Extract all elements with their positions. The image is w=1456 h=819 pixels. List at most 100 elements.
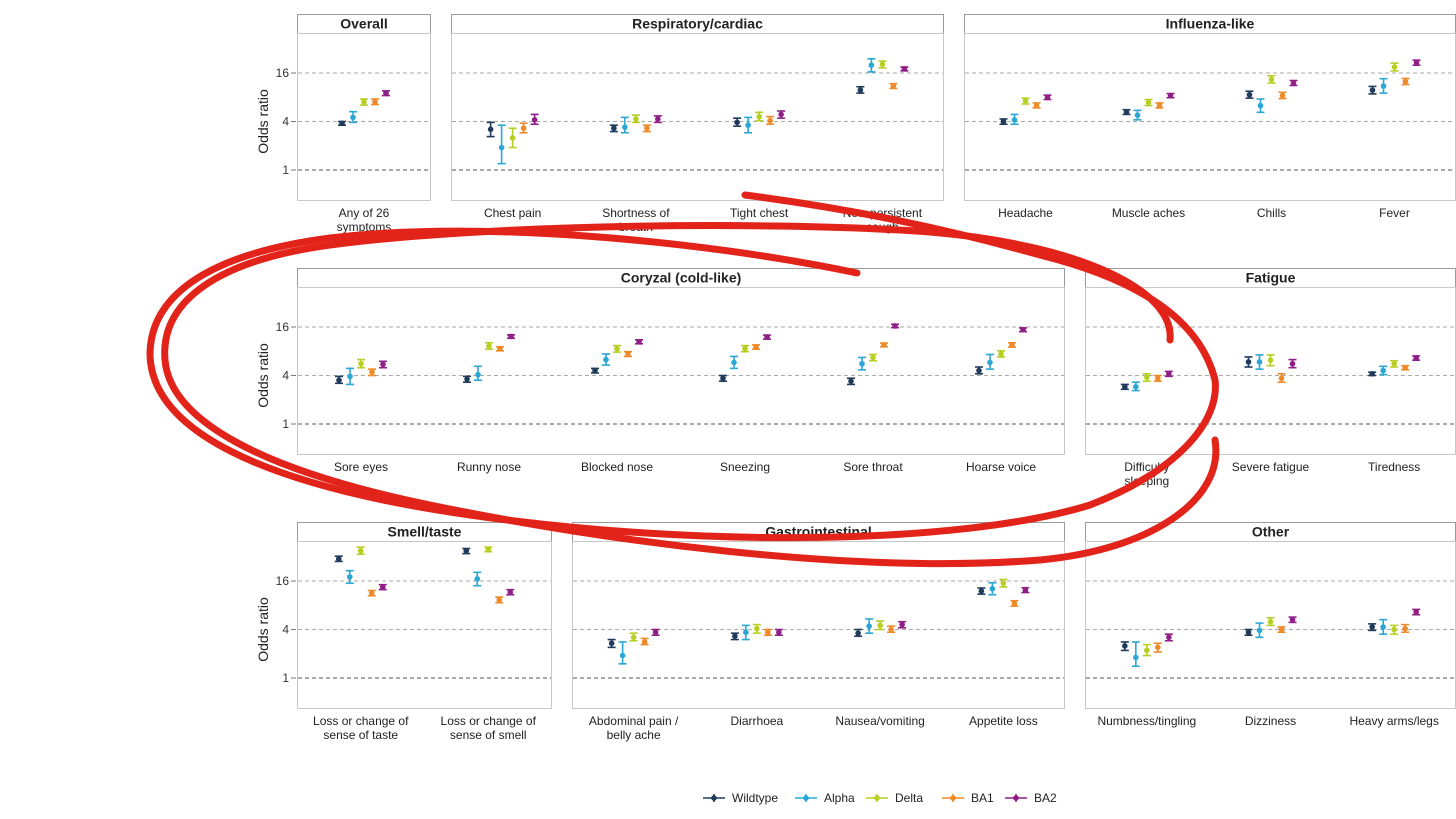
y-tick-label: 1 — [282, 163, 289, 177]
ba2-point — [380, 361, 386, 368]
x-tick-label-line: Diarrhoea — [731, 714, 784, 728]
ba1-point — [372, 99, 378, 105]
category-tight-chest — [733, 110, 786, 134]
x-tick-label: Loss or change of sense of taste — [313, 714, 409, 742]
alpha-point — [622, 124, 628, 130]
legend-item-wildtype: Wildtype — [703, 791, 778, 805]
category-difficulty-sleeping — [1120, 370, 1173, 392]
legend-item-ba2: BA2 — [1005, 791, 1057, 805]
x-tick-label-line: Heavy arms/legs — [1349, 714, 1438, 728]
legend-point — [950, 795, 956, 801]
alpha-point — [498, 144, 505, 151]
ba2-point — [636, 338, 642, 345]
x-tick-label: Sore eyes — [334, 460, 388, 474]
delta-point — [1000, 580, 1007, 587]
x-tick-label-line: sense of taste — [323, 728, 398, 742]
category-heavy-arms-legs — [1368, 608, 1421, 635]
delta-point — [870, 354, 876, 361]
wildtype-point — [463, 547, 470, 554]
delta-point — [633, 116, 639, 122]
alpha-point — [866, 623, 872, 629]
alpha-point — [350, 114, 356, 121]
ba2-point — [379, 584, 386, 591]
x-tick-label-line: Headache — [998, 206, 1053, 220]
x-tick-label: Tight chest — [730, 206, 789, 220]
ba1-point — [1033, 102, 1040, 109]
x-tick-label-line: Sore eyes — [334, 460, 388, 474]
x-tick-label-line: Tiredness — [1368, 460, 1420, 474]
legend-label: Delta — [895, 791, 923, 805]
wildtype-point — [487, 126, 494, 133]
y-axis-label: Odds ratio — [255, 597, 271, 662]
ba2-point — [776, 629, 782, 636]
ba1-point — [890, 83, 897, 89]
x-tick-label: Muscle aches — [1112, 206, 1185, 220]
wildtype-point — [855, 630, 861, 636]
x-tick-label-line: Sneezing — [720, 460, 770, 474]
delta-point — [485, 546, 492, 552]
category-chills — [1245, 74, 1298, 114]
category-dizziness — [1244, 616, 1297, 639]
alpha-point — [475, 371, 481, 378]
alpha-point — [743, 629, 749, 636]
delta-point — [998, 351, 1004, 357]
x-tick-label-line: Abdominal pain / — [589, 714, 679, 728]
panel-influenza-like: Influenza-like Headache Muscle aches Chills… — [964, 14, 1456, 220]
wildtype-point — [335, 556, 342, 562]
delta-point — [1022, 98, 1029, 104]
delta-point — [509, 135, 516, 141]
y-tick-label: 4 — [282, 623, 289, 637]
ba1-point — [644, 125, 650, 132]
panel-title: Smell/taste — [388, 524, 462, 540]
category-severe-fatigue — [1244, 354, 1297, 384]
alpha-point — [731, 359, 737, 366]
wildtype-point — [1369, 624, 1375, 630]
ba2-point — [901, 66, 908, 72]
category-sore-throat — [847, 323, 899, 386]
x-tick-label: Numbness/tingling — [1097, 714, 1196, 728]
category-muscle-aches — [1122, 92, 1175, 121]
category-new-persistent-cough — [856, 58, 909, 94]
y-tick-label: 4 — [282, 369, 289, 383]
delta-point — [358, 360, 364, 367]
panel-frame — [297, 287, 1065, 455]
panel-title: Coryzal (cold-like) — [621, 270, 742, 286]
wildtype-point — [608, 640, 615, 647]
ba1-point — [369, 369, 375, 375]
ba2-point — [1166, 634, 1172, 641]
category-chest-pain — [486, 113, 539, 165]
x-tick-label: Runny nose — [457, 460, 521, 474]
panel-frame — [297, 541, 552, 709]
x-tick-label: Nausea/vomiting — [835, 714, 924, 728]
y-tick-label: 4 — [282, 115, 289, 129]
category-tiredness — [1368, 355, 1421, 377]
ba1-point — [1156, 102, 1163, 109]
ba1-point — [1402, 364, 1408, 371]
legend-point — [874, 795, 880, 801]
panel-frame — [1085, 287, 1456, 455]
ba1-point — [881, 342, 887, 348]
legend-item-delta: Delta — [866, 791, 923, 805]
panel-respiratory-cardiac: Respiratory/cardiac Chest pain Shortness o… — [451, 14, 944, 234]
x-tick-label-line: Shortness of — [602, 206, 670, 220]
x-tick-label: Chills — [1257, 206, 1286, 220]
alpha-point — [1380, 367, 1386, 374]
delta-point — [877, 622, 883, 629]
x-tick-label: Loss or change of sense of smell — [441, 714, 537, 742]
panel-coryzal-cold-like: Coryzal (cold-like) Sore eyes Runny nose Bl… — [297, 268, 1065, 474]
wildtype-point — [1122, 383, 1128, 390]
wildtype-point — [1122, 643, 1128, 649]
x-tick-label: Headache — [998, 206, 1053, 220]
wildtype-point — [1245, 359, 1252, 365]
y-tick-label: 16 — [276, 574, 290, 588]
delta-point — [1391, 360, 1397, 367]
legend: Wildtype Alpha Delta BA1 BA2 — [703, 791, 1057, 805]
panel-other: Other Numbness/tingling Dizziness Heavy arm… — [1085, 522, 1456, 728]
alpha-point — [1133, 654, 1139, 661]
panel-title: Other — [1252, 524, 1290, 540]
red-circle-stroke-inner — [161, 222, 1220, 568]
x-tick-label: Fever — [1379, 206, 1410, 220]
